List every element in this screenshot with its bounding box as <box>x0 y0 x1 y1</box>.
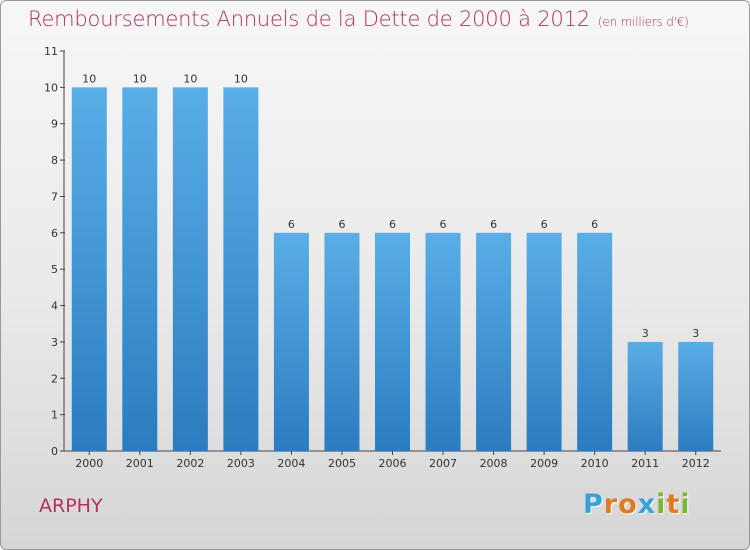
x-tick-label: 2010 <box>581 457 609 470</box>
y-tick-label: 5 <box>51 263 58 276</box>
bar-value-label: 6 <box>490 218 497 231</box>
y-tick-label: 9 <box>51 118 58 131</box>
bar-value-label: 6 <box>288 218 295 231</box>
x-tick-label: 2011 <box>631 457 659 470</box>
commune-name: ARPHY <box>39 495 103 517</box>
y-tick-label: 3 <box>51 336 58 349</box>
bar <box>71 87 107 451</box>
x-tick-label: 2001 <box>126 457 154 470</box>
y-tick-label: 6 <box>51 227 58 240</box>
unit-note: (en milliers d'€) <box>597 15 689 29</box>
y-tick-label: 7 <box>51 190 58 203</box>
bar-value-label: 6 <box>440 218 447 231</box>
x-tick-label: 2005 <box>328 457 356 470</box>
x-tick-label: 2009 <box>530 457 558 470</box>
x-tick-label: 2008 <box>480 457 508 470</box>
y-tick-label: 4 <box>51 300 58 313</box>
y-tick-label: 2 <box>51 372 58 385</box>
bar-value-label: 10 <box>183 72 197 85</box>
bar-value-label: 3 <box>642 327 649 340</box>
bar <box>122 87 158 451</box>
x-tick-label: 2007 <box>429 457 457 470</box>
bar-value-label: 10 <box>133 72 147 85</box>
bar-value-label: 6 <box>338 218 345 231</box>
bar <box>526 232 562 451</box>
x-tick-label: 2004 <box>277 457 305 470</box>
bar-value-label: 6 <box>541 218 548 231</box>
chart-title: Remboursements Annuels de la Dette de 20… <box>28 7 689 31</box>
x-tick-label: 2003 <box>227 457 255 470</box>
x-tick-label: 2006 <box>379 457 407 470</box>
bar <box>223 87 259 451</box>
bar <box>324 232 360 451</box>
chart-title-text: Remboursements Annuels de la Dette de 20… <box>28 7 590 31</box>
y-tick-label: 0 <box>51 445 58 458</box>
x-tick-label: 2002 <box>176 457 204 470</box>
y-tick-label: 8 <box>51 154 58 167</box>
logo-letter: i <box>656 489 667 520</box>
proxiti-logo: Proxiti <box>583 489 691 520</box>
bar <box>172 87 208 451</box>
y-tick-label: 10 <box>44 81 58 94</box>
logo-letter: i <box>680 489 691 520</box>
bar-value-label: 10 <box>234 72 248 85</box>
logo-letter: r <box>603 489 619 520</box>
bar <box>476 232 512 451</box>
y-tick-label: 1 <box>51 409 58 422</box>
bar-value-label: 6 <box>389 218 396 231</box>
logo-letter: x <box>637 489 657 520</box>
x-tick-label: 2000 <box>75 457 103 470</box>
x-tick-label: 2012 <box>682 457 710 470</box>
logo-letter: P <box>583 489 604 520</box>
bar <box>425 232 461 451</box>
bar <box>375 232 410 451</box>
bar-value-label: 3 <box>692 327 699 340</box>
bar <box>678 341 714 451</box>
bar <box>577 232 613 451</box>
bar-value-label: 6 <box>591 218 598 231</box>
bar <box>273 232 309 451</box>
logo-letter: o <box>618 489 638 520</box>
logo-letter: t <box>666 489 681 520</box>
bar <box>627 341 663 451</box>
bar-value-label: 10 <box>82 72 96 85</box>
y-tick-label: 11 <box>44 45 58 58</box>
